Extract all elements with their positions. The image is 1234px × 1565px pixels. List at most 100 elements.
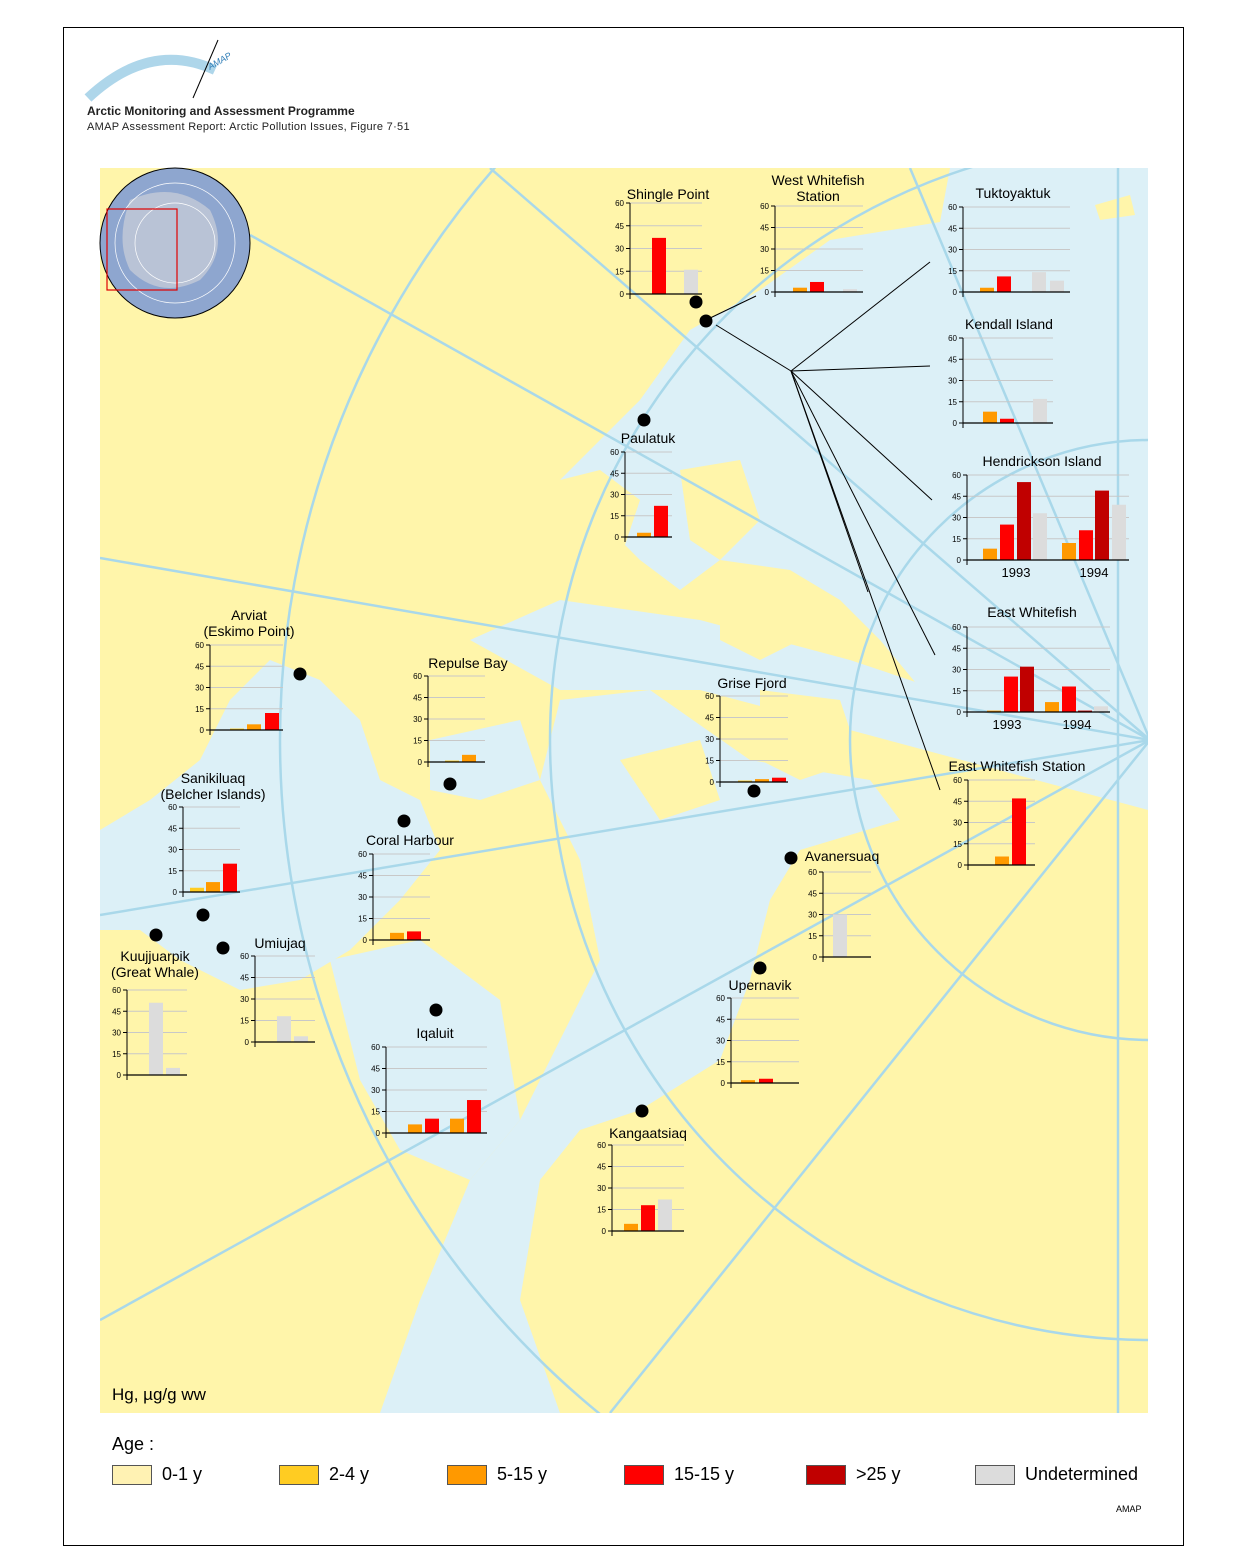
y-tick-label: 30 [358, 893, 367, 902]
leader-lines [705, 261, 941, 791]
bar [995, 856, 1009, 865]
y-tick-label: 45 [371, 1065, 380, 1074]
legend-title: Age : [112, 1434, 155, 1454]
y-tick-label: 30 [760, 245, 769, 254]
station-marker [637, 413, 651, 427]
y-tick-label: 60 [112, 986, 121, 995]
station-marker [784, 851, 798, 865]
bar [1012, 798, 1026, 865]
station-marker [753, 961, 767, 975]
chart-title: East Whitefish Station [949, 758, 1086, 774]
y-tick-label: 0 [602, 1227, 607, 1236]
bar [980, 287, 994, 292]
y-tick-label: 60 [808, 868, 817, 877]
y-tick-label: 45 [952, 492, 961, 501]
bar [1000, 524, 1014, 560]
unit-label: Hg, µg/g ww [112, 1385, 206, 1404]
legend-item: 5-15 y [447, 1464, 547, 1485]
bar [206, 882, 220, 892]
y-tick-label: 45 [240, 974, 249, 983]
station-marker [429, 1003, 443, 1017]
bar [247, 724, 261, 730]
legend-swatch [806, 1464, 846, 1485]
y-tick-label: 30 [716, 1037, 725, 1046]
y-tick-label: 60 [948, 203, 957, 212]
station-chart: Upernavik 0 15 30 45 60 [716, 977, 799, 1088]
bar [637, 532, 651, 537]
chart-title: Repulse Bay [428, 655, 507, 671]
bar [983, 411, 997, 423]
y-tick-label: 15 [948, 267, 957, 276]
bar [1078, 710, 1092, 712]
year-label: 1993 [1002, 565, 1031, 580]
bar [654, 505, 668, 537]
y-tick-label: 30 [948, 246, 957, 255]
inset-globe [99, 167, 251, 319]
y-tick-label: 30 [952, 514, 961, 523]
chart-title: Kendall Island [965, 316, 1053, 332]
bar [450, 1118, 464, 1133]
station-chart: Coral Harbour 0 15 30 45 60 [358, 832, 454, 945]
chart-title: Avanersuaq [805, 848, 879, 864]
station-marker [443, 777, 457, 791]
bar [467, 1100, 481, 1133]
y-tick-label: 60 [952, 623, 961, 632]
station-chart: Tuktoyaktuk 0 15 30 45 60 [948, 185, 1070, 297]
legend-label: 15-15 y [674, 1464, 735, 1484]
year-label: 1994 [1063, 717, 1092, 732]
chart-title: Upernavik [728, 977, 792, 993]
y-tick-label: 0 [200, 726, 205, 735]
chart-title: Coral Harbour [366, 832, 454, 848]
y-tick-label: 15 [610, 512, 619, 521]
bar [738, 780, 752, 782]
station-chart: Kangaatsiaq 0 15 30 45 60 [597, 1125, 687, 1236]
y-tick-label: 0 [958, 861, 963, 870]
bar [1004, 676, 1018, 712]
chart-title: Paulatuk [621, 430, 676, 446]
inset-extent-frame [106, 208, 178, 291]
y-tick-label: 0 [173, 888, 178, 897]
y-tick-label: 45 [760, 224, 769, 233]
bar [462, 754, 476, 762]
bar [425, 1118, 439, 1133]
y-tick-label: 45 [953, 797, 962, 806]
y-tick-label: 60 [240, 952, 249, 961]
legend-swatch [279, 1464, 319, 1485]
y-tick-label: 0 [953, 419, 958, 428]
bar [277, 1016, 291, 1042]
bar [190, 887, 204, 892]
y-tick-label: 0 [363, 936, 368, 945]
y-tick-label: 15 [953, 840, 962, 849]
bar [793, 287, 807, 292]
legend-swatch [447, 1464, 487, 1485]
y-tick-label: 45 [716, 1015, 725, 1024]
chart-title: (Eskimo Point) [203, 623, 294, 639]
bar [624, 1223, 638, 1231]
y-tick-label: 60 [168, 803, 177, 812]
station-marker [196, 908, 210, 922]
y-tick-label: 45 [952, 644, 961, 653]
bar [166, 1067, 180, 1075]
bar [684, 269, 698, 294]
chart-title: Grise Fjord [717, 675, 786, 691]
legend-item: Undetermined [975, 1464, 1138, 1485]
bar [1112, 504, 1126, 560]
y-tick-label: 15 [371, 1108, 380, 1117]
y-tick-label: 30 [597, 1184, 606, 1193]
station-marker [689, 295, 703, 309]
bar [843, 289, 857, 292]
bar [294, 1036, 308, 1042]
station-chart: Hendrickson Island 0 15 30 45 60 1993 1994 [952, 453, 1129, 580]
graticule [100, 168, 1148, 1413]
bar [149, 1002, 163, 1075]
station-marker [699, 314, 713, 328]
logo-text: AMAP [205, 50, 233, 72]
y-tick-label: 45 [168, 824, 177, 833]
bar [407, 931, 421, 940]
chart-title: Umiujaq [254, 935, 305, 951]
y-tick-label: 0 [957, 556, 962, 565]
bar [1000, 418, 1014, 423]
y-tick-label: 0 [721, 1079, 726, 1088]
station-marker [635, 1104, 649, 1118]
